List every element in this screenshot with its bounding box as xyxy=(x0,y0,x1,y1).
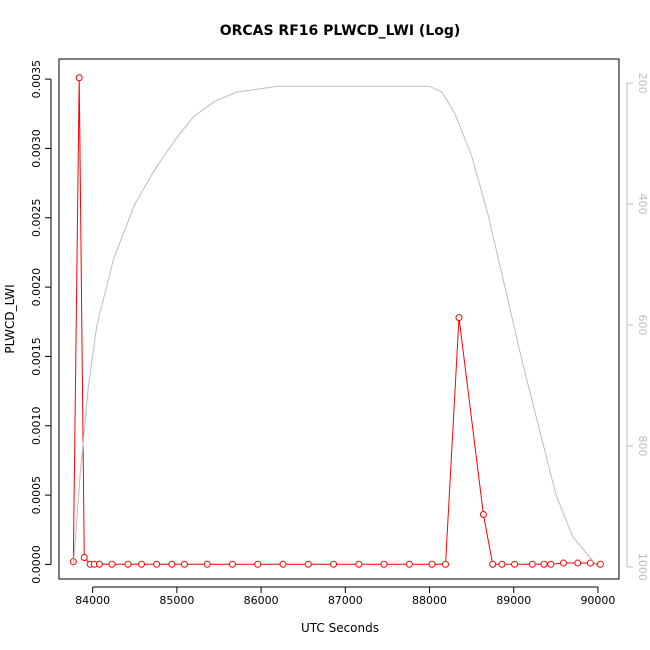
y-tick-label: 0.0035 xyxy=(30,60,43,99)
series-point-0-34 xyxy=(596,560,604,568)
series-line-0 xyxy=(72,77,601,565)
series-point-0-13 xyxy=(228,560,236,568)
y-tick-label: 0.0005 xyxy=(30,476,43,515)
y-tick-label: 0.0015 xyxy=(30,337,43,376)
series-point-0-30 xyxy=(547,560,555,568)
y-axis-title: PLWCD_LWI xyxy=(3,284,17,353)
series-point-0-25 xyxy=(489,560,497,568)
x-tick-label: 84000 xyxy=(75,594,110,607)
series-point-0-10 xyxy=(168,560,176,568)
series-point-0-8 xyxy=(138,560,146,568)
series-point-0-18 xyxy=(355,560,363,568)
x-axis: 84000 85000 86000 87000 88000 89000 90000 xyxy=(75,586,615,607)
series-point-0-1 xyxy=(75,74,83,82)
series-point-0-17 xyxy=(330,560,338,568)
series-point-0-28 xyxy=(528,560,536,568)
series-line-1 xyxy=(72,85,599,568)
x-tick-label: 85000 xyxy=(159,594,194,607)
right-y-tick-label: 400 xyxy=(636,194,649,215)
y-tick-label: 0.0025 xyxy=(30,199,43,238)
series-point-0-24 xyxy=(479,511,487,519)
plot-frame xyxy=(58,58,620,580)
series-point-0-23 xyxy=(455,314,463,322)
series-point-0-14 xyxy=(254,560,262,568)
series-point-0-16 xyxy=(304,560,312,568)
right-y-tick-label: 1000 xyxy=(636,553,649,581)
right-y-axis: 200 400 600 800 1000 xyxy=(626,73,649,581)
y-tick-label: 0.0020 xyxy=(30,268,43,307)
series-point-0-33 xyxy=(586,559,594,567)
right-y-tick-label: 800 xyxy=(636,435,649,456)
series-point-0-29 xyxy=(540,560,548,568)
chart-title: ORCAS RF16 PLWCD_LWI (Log) xyxy=(220,23,461,39)
series-point-0-11 xyxy=(180,560,188,568)
x-tick-label: 90000 xyxy=(580,594,615,607)
x-tick-label: 87000 xyxy=(328,594,363,607)
right-y-tick-label: 600 xyxy=(636,315,649,336)
x-tick-label: 86000 xyxy=(244,594,279,607)
series-point-0-2 xyxy=(80,554,88,562)
x-tick-label: 88000 xyxy=(412,594,447,607)
series-point-0-9 xyxy=(153,560,161,568)
series-layer xyxy=(69,74,604,568)
series-point-0-15 xyxy=(279,560,287,568)
series-point-0-6 xyxy=(108,560,116,568)
y-tick-label: 0.0030 xyxy=(30,129,43,168)
y-tick-label: 0.0000 xyxy=(30,545,43,584)
series-point-0-22 xyxy=(442,560,450,568)
series-point-0-19 xyxy=(380,560,388,568)
right-y-tick-label: 200 xyxy=(636,73,649,94)
series-point-0-26 xyxy=(498,560,506,568)
series-point-0-27 xyxy=(511,560,519,568)
series-point-0-32 xyxy=(574,559,582,567)
x-tick-label: 89000 xyxy=(496,594,531,607)
y-tick-label: 0.0010 xyxy=(30,407,43,446)
series-point-0-5 xyxy=(95,560,103,568)
y-axis: 0.0000 0.0005 0.0010 0.0015 0.0020 0.0025 0.00… xyxy=(30,60,52,584)
series-point-0-31 xyxy=(559,559,567,567)
series-point-0-21 xyxy=(428,560,436,568)
series-point-0-20 xyxy=(405,560,413,568)
series-point-0-7 xyxy=(124,560,132,568)
x-axis-title: UTC Seconds xyxy=(301,621,379,635)
series-point-0-12 xyxy=(203,560,211,568)
